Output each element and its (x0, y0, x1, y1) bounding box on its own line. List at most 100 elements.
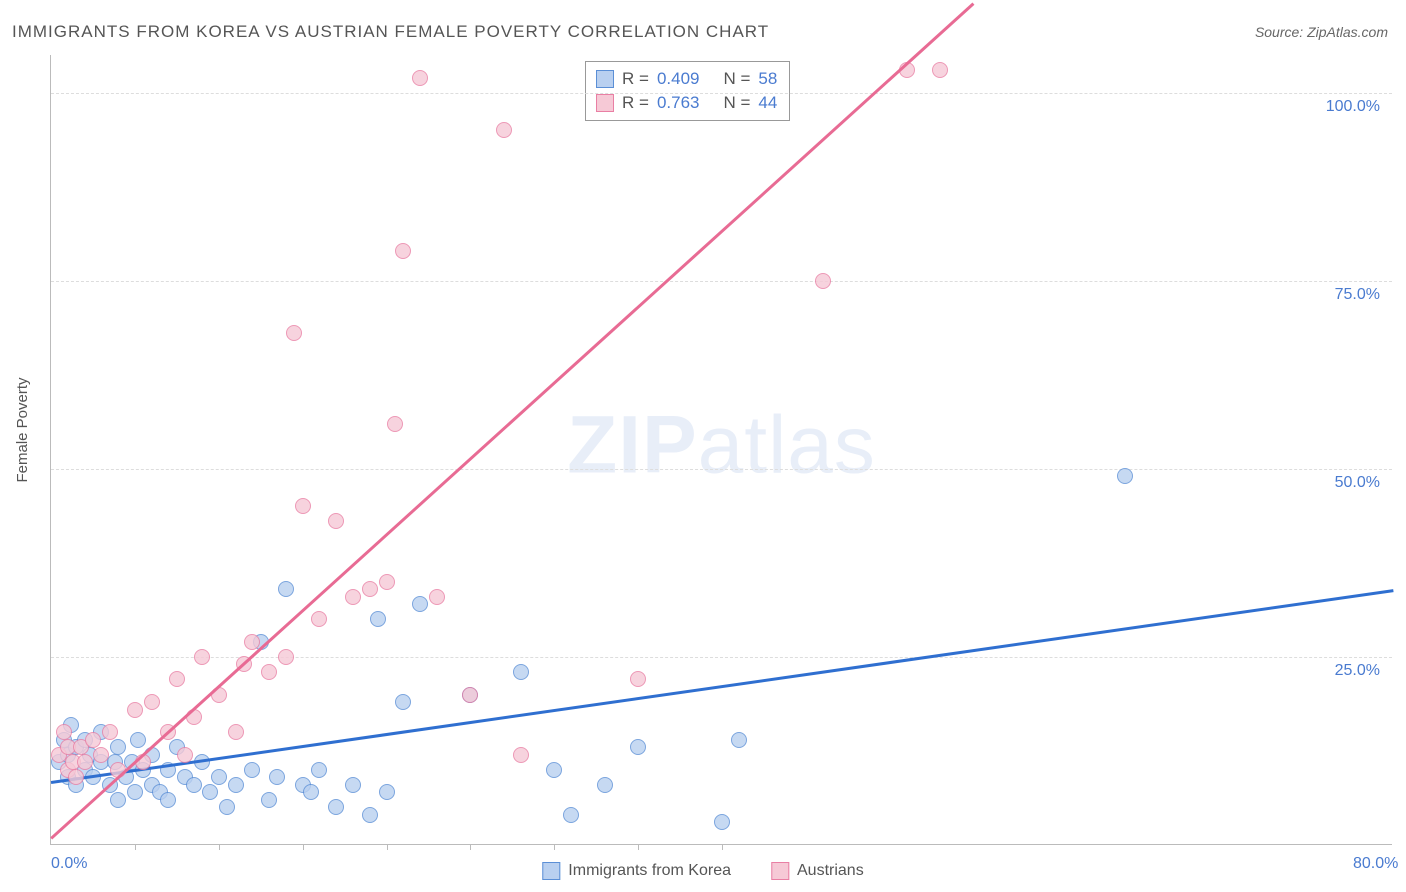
stats-n-label: N = (723, 91, 750, 115)
x-tick-mark (554, 844, 555, 850)
source-attribution: Source: ZipAtlas.com (1255, 24, 1388, 40)
data-point (462, 687, 478, 703)
data-point (261, 792, 277, 808)
data-point (144, 694, 160, 710)
data-point (395, 694, 411, 710)
legend: Immigrants from Korea Austrians (542, 862, 863, 880)
y-axis-label: Female Poverty (14, 377, 31, 482)
x-tick-label: 0.0% (51, 855, 87, 873)
data-point (169, 671, 185, 687)
data-point (630, 671, 646, 687)
data-point (513, 664, 529, 680)
data-point (597, 777, 613, 793)
y-tick-label: 25.0% (1335, 662, 1380, 680)
data-point (345, 589, 361, 605)
y-tick-label: 75.0% (1335, 286, 1380, 304)
data-point (130, 732, 146, 748)
gridline (51, 93, 1392, 94)
x-tick-mark (722, 844, 723, 850)
data-point (85, 732, 101, 748)
data-point (731, 732, 747, 748)
trend-line (51, 589, 1393, 783)
data-point (194, 649, 210, 665)
data-point (328, 799, 344, 815)
watermark-text: ZIPatlas (567, 398, 876, 492)
data-point (211, 769, 227, 785)
stats-r-value: 0.763 (657, 91, 700, 115)
data-point (295, 498, 311, 514)
data-point (395, 243, 411, 259)
chart-title: IMMIGRANTS FROM KOREA VS AUSTRIAN FEMALE… (12, 22, 769, 42)
stats-n-value: 44 (758, 91, 777, 115)
data-point (278, 581, 294, 597)
data-point (127, 702, 143, 718)
gridline (51, 469, 1392, 470)
data-point (714, 814, 730, 830)
data-point (244, 762, 260, 778)
legend-label-austrians: Austrians (797, 862, 864, 880)
data-point (127, 784, 143, 800)
data-point (219, 799, 235, 815)
watermark-light: atlas (698, 399, 876, 490)
legend-label-korea: Immigrants from Korea (568, 862, 731, 880)
data-point (345, 777, 361, 793)
data-point (932, 62, 948, 78)
data-point (815, 273, 831, 289)
scatter-plot-area: ZIPatlas R = 0.409N = 58R = 0.763N = 44 … (50, 55, 1392, 845)
data-point (630, 739, 646, 755)
correlation-stats-box: R = 0.409 N = 58 R = 0.763 N = 44 (585, 61, 790, 121)
data-point (496, 122, 512, 138)
stats-r-label: R = (622, 67, 649, 91)
x-tick-mark (638, 844, 639, 850)
data-point (303, 784, 319, 800)
data-point (56, 724, 72, 740)
data-point (379, 784, 395, 800)
legend-item-austrians: Austrians (771, 862, 864, 880)
x-tick-mark (303, 844, 304, 850)
data-point (261, 664, 277, 680)
data-point (186, 777, 202, 793)
data-point (311, 611, 327, 627)
data-point (429, 589, 445, 605)
y-tick-label: 100.0% (1326, 98, 1380, 116)
stats-r-value: 0.409 (657, 67, 700, 91)
stats-n-value: 58 (758, 67, 777, 91)
data-point (278, 649, 294, 665)
stats-row: R = 0.409 N = 58 (596, 67, 777, 91)
data-point (412, 70, 428, 86)
data-point (311, 762, 327, 778)
watermark-bold: ZIP (567, 399, 698, 490)
stats-n-label: N = (723, 67, 750, 91)
data-point (379, 574, 395, 590)
data-point (177, 747, 193, 763)
swatch-korea (542, 862, 560, 880)
x-tick-mark (387, 844, 388, 850)
legend-item-korea: Immigrants from Korea (542, 862, 731, 880)
data-point (563, 807, 579, 823)
data-point (269, 769, 285, 785)
data-point (513, 747, 529, 763)
data-point (102, 724, 118, 740)
data-point (77, 754, 93, 770)
data-point (1117, 468, 1133, 484)
data-point (370, 611, 386, 627)
data-point (202, 784, 218, 800)
data-point (328, 513, 344, 529)
data-point (412, 596, 428, 612)
stats-r-label: R = (622, 91, 649, 115)
stats-swatch (596, 94, 614, 112)
x-tick-mark (135, 844, 136, 850)
stats-row: R = 0.763 N = 44 (596, 91, 777, 115)
data-point (228, 724, 244, 740)
y-tick-label: 50.0% (1335, 474, 1380, 492)
data-point (68, 769, 84, 785)
data-point (362, 581, 378, 597)
data-point (228, 777, 244, 793)
data-point (387, 416, 403, 432)
swatch-austrians (771, 862, 789, 880)
stats-swatch (596, 70, 614, 88)
data-point (93, 747, 109, 763)
data-point (110, 739, 126, 755)
data-point (110, 792, 126, 808)
gridline (51, 281, 1392, 282)
